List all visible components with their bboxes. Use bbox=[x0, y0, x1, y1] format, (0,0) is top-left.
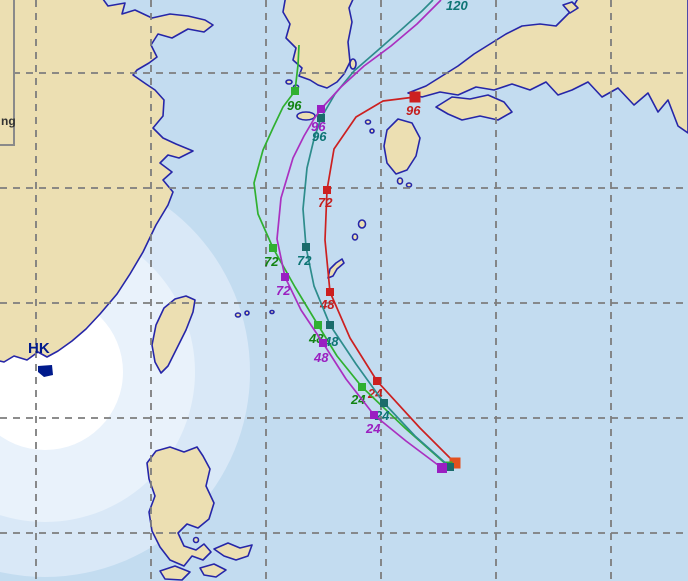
land-korea bbox=[282, 0, 354, 89]
track-line-red bbox=[324, 96, 456, 464]
island-yaku bbox=[405, 182, 413, 188]
island-goto-2 bbox=[369, 128, 375, 134]
legend-frame bbox=[0, 0, 15, 146]
track-marker-red-48 bbox=[326, 288, 334, 296]
land-taiwan bbox=[151, 295, 196, 374]
track-label-magenta-96: 96 bbox=[311, 119, 326, 134]
islet-taiwan-east-1 bbox=[234, 312, 242, 318]
track-marker-green-96 bbox=[291, 87, 299, 95]
island-jeju bbox=[296, 111, 316, 121]
track-marker-magenta-96 bbox=[317, 105, 325, 113]
track-label-teal-96: 96 bbox=[312, 129, 327, 144]
islet-senkaku bbox=[269, 309, 275, 315]
hk-marker-icon bbox=[38, 365, 53, 377]
island-tsushima bbox=[349, 58, 357, 70]
track-marker-magenta-48 bbox=[319, 339, 327, 347]
track-marker-green-48 bbox=[314, 321, 322, 329]
island-ph-1 bbox=[213, 542, 253, 561]
track-marker-teal-start bbox=[446, 463, 454, 471]
island-ph-3 bbox=[199, 563, 227, 578]
track-label-green-72: 72 bbox=[264, 254, 279, 269]
track-label-magenta-48: 48 bbox=[313, 350, 329, 365]
track-marker-red-24 bbox=[373, 377, 381, 385]
track-label-magenta-72: 72 bbox=[276, 283, 291, 298]
track-label-magenta-24: 24 bbox=[365, 421, 381, 436]
track-marker-teal-96 bbox=[317, 114, 325, 122]
island-okinawa bbox=[327, 258, 345, 279]
legend-box: ng bbox=[0, 0, 16, 146]
track-label-red-72: 72 bbox=[318, 195, 333, 210]
track-label-teal-120: 120 bbox=[446, 0, 468, 13]
land-china bbox=[0, 0, 214, 363]
track-label-green-96: 96 bbox=[287, 98, 302, 113]
track-marker-teal-72 bbox=[302, 243, 310, 251]
hk-station: HK bbox=[28, 340, 53, 377]
track-line-magenta bbox=[276, 0, 443, 469]
track-line-green bbox=[253, 44, 449, 467]
track-marker-green-72 bbox=[269, 244, 277, 252]
islet-taiwan-east-2 bbox=[244, 310, 250, 316]
track-label-teal-72: 72 bbox=[297, 253, 312, 268]
island-amami-2 bbox=[351, 233, 359, 241]
track-marker-red-72 bbox=[323, 186, 331, 194]
island-sado bbox=[562, 1, 579, 14]
track-marker-teal-48 bbox=[326, 321, 334, 329]
track-marker-red-96 bbox=[409, 91, 421, 103]
land-shikoku bbox=[435, 94, 513, 121]
island-amami-1 bbox=[357, 219, 367, 229]
track-marker-magenta-24 bbox=[370, 411, 378, 419]
island-ph-2 bbox=[159, 565, 191, 581]
track-marker-magenta-start bbox=[437, 463, 447, 473]
track-marker-red-start bbox=[449, 457, 461, 469]
island-goto-1 bbox=[364, 119, 372, 125]
islet-ph-4 bbox=[192, 536, 200, 544]
track-label-red-96: 96 bbox=[406, 103, 421, 118]
island-tanega bbox=[396, 177, 404, 185]
track-line-teal bbox=[302, 0, 451, 468]
land-honshu bbox=[407, 0, 688, 134]
track-label-teal-48: 48 bbox=[323, 334, 339, 349]
land-kyushu bbox=[383, 118, 421, 175]
track-marker-green-24 bbox=[358, 383, 366, 391]
land-luzon bbox=[146, 446, 215, 567]
legend-text-fragment: ng bbox=[1, 114, 16, 128]
track-marker-magenta-72 bbox=[281, 273, 289, 281]
hk-label: HK bbox=[28, 340, 50, 357]
island-korea-sw-1 bbox=[285, 79, 293, 85]
track-label-green-24: 24 bbox=[350, 392, 366, 407]
track-marker-teal-24 bbox=[380, 399, 388, 407]
